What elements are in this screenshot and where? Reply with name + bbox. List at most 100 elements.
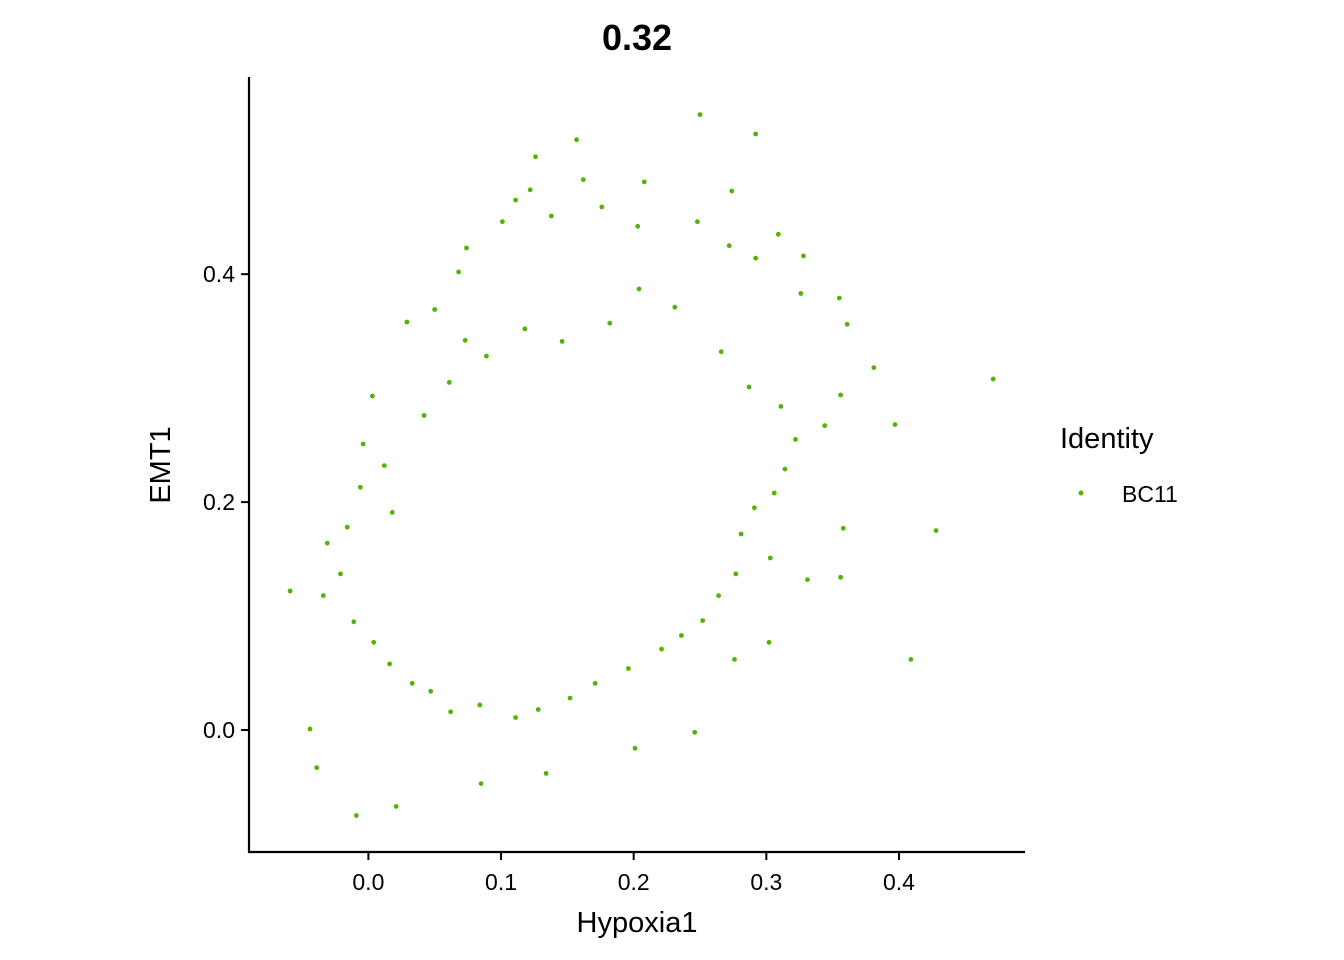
y-tick-label: 0.0 <box>203 717 235 743</box>
data-point <box>746 384 752 390</box>
data-point <box>782 466 788 472</box>
data-point <box>753 131 759 137</box>
data-point <box>672 304 678 310</box>
data-point <box>766 639 772 645</box>
data-point <box>822 423 828 429</box>
data-point <box>354 813 359 818</box>
data-point <box>697 112 703 117</box>
data-point <box>351 619 357 625</box>
data-point <box>726 243 732 249</box>
data-point <box>387 661 392 667</box>
data-point <box>679 633 684 638</box>
data-point <box>549 213 554 219</box>
data-point <box>775 231 781 237</box>
data-point <box>462 337 468 343</box>
data-point <box>695 219 700 225</box>
data-point <box>527 187 533 193</box>
x-axis-label: Hypoxia1 <box>577 907 698 939</box>
data-point <box>732 657 737 662</box>
data-point <box>641 179 647 185</box>
data-point <box>324 540 330 546</box>
data-point <box>477 702 483 708</box>
data-point <box>484 353 489 359</box>
data-point <box>543 771 549 776</box>
data-point <box>370 393 375 399</box>
data-point <box>990 376 996 382</box>
data-point <box>599 204 605 210</box>
data-point <box>464 245 469 251</box>
y-axis-label: EMT1 <box>145 426 177 503</box>
data-point <box>522 326 528 332</box>
data-point <box>535 707 541 712</box>
data-point <box>836 295 842 301</box>
data-point <box>314 765 320 771</box>
data-point <box>567 695 573 701</box>
data-point <box>635 223 641 229</box>
data-point <box>933 528 939 533</box>
data-point <box>659 646 664 652</box>
data-point <box>432 307 438 312</box>
x-tick-label: 0.0 <box>352 869 384 895</box>
data-point <box>456 269 461 275</box>
data-point <box>513 197 518 203</box>
data-point <box>371 639 377 645</box>
legend-label-bc11: BC11 <box>1122 481 1178 507</box>
x-tick-label: 0.4 <box>883 869 915 895</box>
data-point <box>626 666 631 671</box>
data-point <box>793 437 798 442</box>
data-point <box>360 441 366 447</box>
data-point <box>409 680 415 686</box>
data-point <box>513 715 518 720</box>
data-point <box>700 618 706 623</box>
data-point <box>559 339 565 344</box>
legend-title: Identity <box>1060 423 1154 455</box>
data-point <box>738 531 744 537</box>
data-point <box>771 490 777 496</box>
data-point <box>632 745 638 751</box>
data-point <box>798 291 804 296</box>
data-point <box>446 380 452 385</box>
x-axis-ticks: 0.0 0.1 0.2 0.3 0.4 <box>352 852 915 895</box>
data-point <box>752 505 757 511</box>
data-point <box>753 255 759 261</box>
x-tick-label: 0.2 <box>618 869 650 895</box>
data-point <box>801 253 806 259</box>
data-point <box>840 525 846 531</box>
data-point <box>358 484 363 490</box>
data-points <box>287 112 996 818</box>
data-point <box>344 524 350 530</box>
data-point <box>393 804 399 809</box>
data-point <box>838 574 843 580</box>
data-point <box>307 726 313 732</box>
x-tick-label: 0.1 <box>485 869 517 895</box>
data-point <box>908 657 914 662</box>
data-point <box>692 729 698 735</box>
chart-title: 0.32 <box>602 17 672 58</box>
data-point <box>636 286 642 292</box>
data-point <box>767 555 773 561</box>
y-axis-ticks: 0.0 0.2 0.4 <box>203 261 249 743</box>
data-point <box>733 571 739 577</box>
data-point <box>381 463 387 468</box>
data-point <box>716 593 721 598</box>
x-tick-label: 0.3 <box>750 869 782 895</box>
data-point <box>404 319 410 325</box>
y-tick-label: 0.4 <box>203 261 235 287</box>
data-point <box>320 593 326 598</box>
y-tick-label: 0.2 <box>203 489 235 515</box>
data-point <box>500 219 505 225</box>
legend: Identity BC11 <box>1060 423 1178 507</box>
data-point <box>448 709 453 715</box>
data-point <box>287 588 293 594</box>
data-point <box>805 577 810 582</box>
data-point <box>729 188 735 194</box>
data-point <box>592 680 598 686</box>
data-point <box>892 422 898 427</box>
data-point <box>428 688 434 694</box>
data-point <box>718 349 724 355</box>
data-point <box>778 404 784 409</box>
data-point <box>338 571 343 577</box>
data-point <box>871 365 877 370</box>
data-point <box>838 392 843 398</box>
